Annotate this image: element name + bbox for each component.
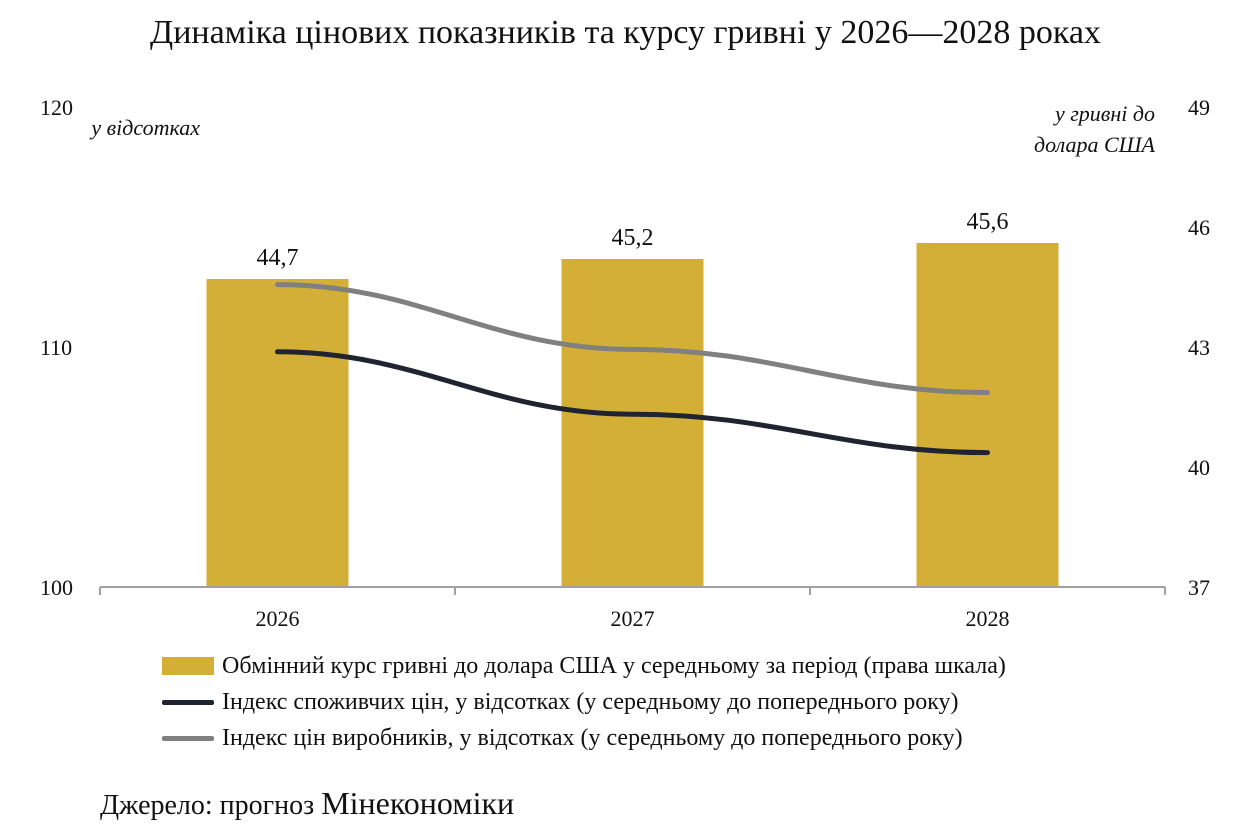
legend: Обмінний курс гривні до долара США у сер… <box>162 648 1006 756</box>
legend-swatch-line <box>162 735 214 741</box>
right-axis-unit-line1: у гривні до <box>1053 101 1155 126</box>
ppi-line <box>275 282 990 396</box>
right-tick-label: 46 <box>1188 215 1210 240</box>
axis-text: 100 110 120 37 40 43 46 49 <box>40 95 1210 600</box>
right-axis-unit-line2: долара США <box>1034 132 1156 157</box>
legend-label: Індекс споживчих цін, у відсотках (у сер… <box>222 688 959 715</box>
legend-item-ppi: Індекс цін виробників, у відсотках (у се… <box>162 720 1006 756</box>
left-tick-label: 100 <box>40 575 73 600</box>
left-tick-label: 120 <box>40 95 73 120</box>
right-tick-label: 40 <box>1188 455 1210 480</box>
data-label-2028: 45,6 <box>967 209 1009 235</box>
lines-group <box>275 282 990 456</box>
bars-group <box>206 243 1059 587</box>
x-tick-label-2027: 2027 <box>611 606 655 631</box>
data-label-2027: 45,2 <box>612 225 654 251</box>
x-tick-label-2028: 2028 <box>966 606 1010 631</box>
source-prefix: Джерело: прогноз <box>100 790 322 821</box>
legend-item-exchange-rate: Обмінний курс гривні до долара США у сер… <box>162 648 1006 684</box>
right-tick-label: 43 <box>1188 335 1210 360</box>
bar-2026 <box>206 279 349 587</box>
cpi-line <box>275 349 990 456</box>
left-axis-unit: у відсотках <box>89 115 200 140</box>
data-labels: 44,7 45,2 45,6 <box>257 209 1009 271</box>
right-tick-label: 49 <box>1188 95 1210 120</box>
legend-label: Обмінний курс гривні до долара США у сер… <box>222 652 1006 679</box>
chart-title: Динаміка цінових показників та курсу гри… <box>150 14 1101 51</box>
right-tick-label: 37 <box>1188 575 1210 600</box>
bar-2028 <box>916 243 1059 587</box>
left-tick-label: 110 <box>40 335 72 360</box>
chart-svg: 2026 2027 2028 100 110 120 37 40 43 46 49 44,7 45,… <box>40 95 1210 631</box>
bar-2027 <box>561 259 704 587</box>
legend-swatch-line <box>162 699 214 705</box>
legend-item-cpi: Індекс споживчих цін, у відсотках (у сер… <box>162 684 1006 720</box>
source-org: Мінекономіки <box>321 785 515 821</box>
data-label-2026: 44,7 <box>257 245 299 271</box>
x-tick-label-2026: 2026 <box>256 606 300 631</box>
source-note: Джерело: прогноз Мінекономіки <box>100 785 514 822</box>
legend-label: Індекс цін виробників, у відсотках (у се… <box>222 724 963 751</box>
legend-swatch-bar <box>162 657 214 675</box>
x-ticks: 2026 2027 2028 <box>99 587 1166 631</box>
